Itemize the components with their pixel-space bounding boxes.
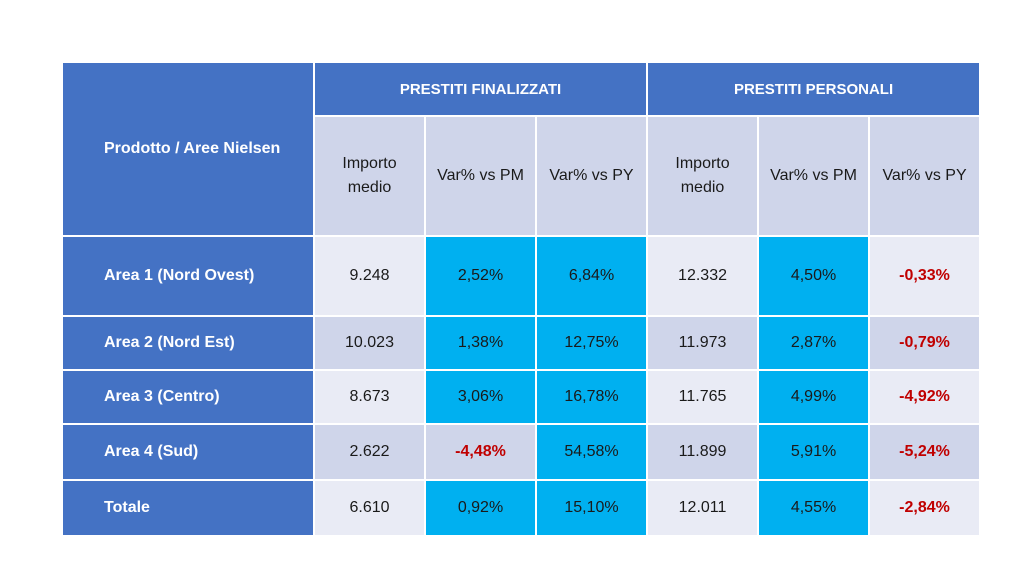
table-cell: -4,48%: [424, 423, 537, 481]
table-cell: 3,06%: [424, 369, 537, 425]
row-label: Area 2 (Nord Est): [61, 315, 315, 371]
row-label: Area 1 (Nord Ovest): [61, 235, 315, 317]
table-cell: -2,84%: [868, 479, 982, 537]
table-row: Area 3 (Centro) 8.673 3,06% 16,78% 11.76…: [61, 369, 982, 425]
table-cell: 4,99%: [757, 369, 871, 425]
data-table: Prodotto / Aree Nielsen PRESTITI FINALIZ…: [61, 61, 982, 537]
table-cell: -4,92%: [868, 369, 982, 425]
table-cell: 6.610: [313, 479, 426, 537]
table-cell: 2.622: [313, 423, 426, 481]
table-cell: 11.973: [646, 315, 760, 371]
table-row: Area 4 (Sud) 2.622 -4,48% 54,58% 11.899 …: [61, 423, 982, 481]
table-cell: 12.332: [646, 235, 760, 317]
table-cell: 6,84%: [534, 235, 649, 317]
table-cell: -0,33%: [868, 235, 982, 317]
table-row: Area 2 (Nord Est) 10.023 1,38% 12,75% 11…: [61, 315, 982, 371]
table-cell: -5,24%: [868, 423, 982, 481]
sub-header: Var% vs PM: [424, 115, 537, 237]
sub-header: Var% vs PY: [534, 115, 649, 237]
table-cell: 4,55%: [757, 479, 871, 537]
table-cell: 2,52%: [424, 235, 537, 317]
table-row: Totale 6.610 0,92% 15,10% 12.011 4,55% -…: [61, 479, 982, 537]
table-cell: 11.899: [646, 423, 760, 481]
sub-header: Importo medio: [646, 115, 760, 237]
table-cell: 8.673: [313, 369, 426, 425]
table-cell: 12,75%: [534, 315, 649, 371]
table-row: Area 1 (Nord Ovest) 9.248 2,52% 6,84% 12…: [61, 235, 982, 317]
table-cell: 0,92%: [424, 479, 537, 537]
table-cell: 11.765: [646, 369, 760, 425]
table-cell: -0,79%: [868, 315, 982, 371]
table-cell: 1,38%: [424, 315, 537, 371]
table-cell: 15,10%: [534, 479, 649, 537]
table-cell: 10.023: [313, 315, 426, 371]
table-cell: 9.248: [313, 235, 426, 317]
table-cell: 5,91%: [757, 423, 871, 481]
table-cell: 12.011: [646, 479, 760, 537]
table-cell: 16,78%: [534, 369, 649, 425]
table-cell: 4,50%: [757, 235, 871, 317]
sub-header: Var% vs PY: [868, 115, 982, 237]
sub-header: Var% vs PM: [757, 115, 871, 237]
row-label: Area 3 (Centro): [61, 369, 315, 425]
row-label: Area 4 (Sud): [61, 423, 315, 481]
table-cell: 2,87%: [757, 315, 871, 371]
table-cell: 54,58%: [534, 423, 649, 481]
group-header-personali: PRESTITI PERSONALI: [646, 61, 982, 117]
row-label: Totale: [61, 479, 315, 537]
sub-header: Importo medio: [313, 115, 426, 237]
corner-header: Prodotto / Aree Nielsen: [61, 61, 315, 237]
group-header-finalizzati: PRESTITI FINALIZZATI: [312, 61, 649, 117]
